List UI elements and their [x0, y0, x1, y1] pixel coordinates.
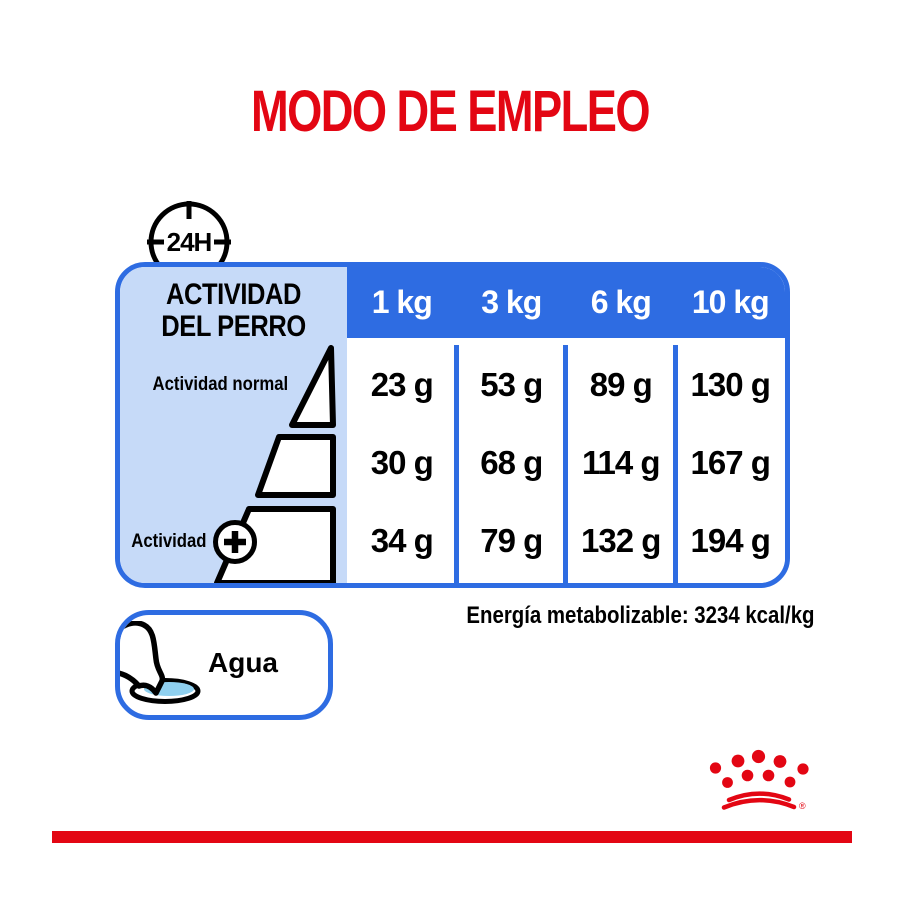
- page-title: MODO DE EMPLEO: [251, 79, 650, 144]
- column-divider: [673, 345, 678, 583]
- feeding-value: 132 g: [581, 522, 661, 559]
- registered-mark-icon: ®: [799, 801, 806, 811]
- activity-title-line2: DEL PERRO: [161, 310, 306, 343]
- values-column-3kg: 53 g 68 g 79 g: [457, 346, 567, 583]
- activity-triangle-icon: [213, 345, 336, 583]
- feeding-value: 23 g: [370, 366, 434, 403]
- column-divider: [563, 345, 568, 583]
- clock-24h-label: 24H: [167, 227, 212, 257]
- weight-col-header: 6 kg: [590, 284, 652, 320]
- weight-col-header: 1 kg: [371, 284, 433, 320]
- feeding-value: 68 g: [480, 444, 543, 481]
- weight-header-row: 1 kg 3 kg 6 kg 10 kg: [347, 267, 785, 338]
- feeding-value: 89 g: [589, 366, 653, 403]
- column-divider: [454, 345, 459, 583]
- activity-title-line1: ACTIVIDAD: [165, 278, 302, 311]
- values-column-1kg: 23 g 30 g 34 g: [347, 346, 457, 583]
- feeding-value: 79 g: [480, 522, 543, 559]
- feeding-value: 167 g: [690, 444, 771, 481]
- feeding-value: 34 g: [370, 522, 434, 559]
- values-column-6kg: 89 g 114 g 132 g: [566, 346, 676, 583]
- feeding-table: ACTIVIDAD DEL PERRO 1 kg 3 kg 6 kg 10 kg…: [115, 262, 790, 588]
- energy-note: Energía metabolizable: 3234 kcal/kg: [466, 602, 815, 629]
- row-label-actividad-plus: Actividad: [131, 531, 207, 552]
- footer-red-bar: [52, 831, 852, 843]
- royal-canin-crown-icon: ®: [709, 749, 809, 811]
- feeding-value: 53 g: [480, 366, 543, 403]
- activity-panel-title: ACTIVIDAD DEL PERRO: [137, 279, 330, 343]
- row-label-actividad-normal: Actividad normal: [152, 374, 288, 395]
- feeding-value: 130 g: [690, 366, 771, 403]
- clock-24h-icon: 24H: [147, 201, 231, 283]
- water-box: Agua: [115, 610, 333, 720]
- dog-drinking-icon: [120, 621, 201, 704]
- plus-icon: [213, 520, 257, 564]
- values-column-10kg: 130 g 167 g 194 g: [676, 346, 786, 583]
- feeding-value: 194 g: [690, 522, 771, 559]
- water-label: Agua: [208, 647, 278, 678]
- weight-col-header: 3 kg: [481, 284, 542, 320]
- feeding-value: 30 g: [370, 444, 434, 481]
- weight-col-header: 10 kg: [691, 284, 770, 320]
- feeding-value: 114 g: [581, 444, 661, 481]
